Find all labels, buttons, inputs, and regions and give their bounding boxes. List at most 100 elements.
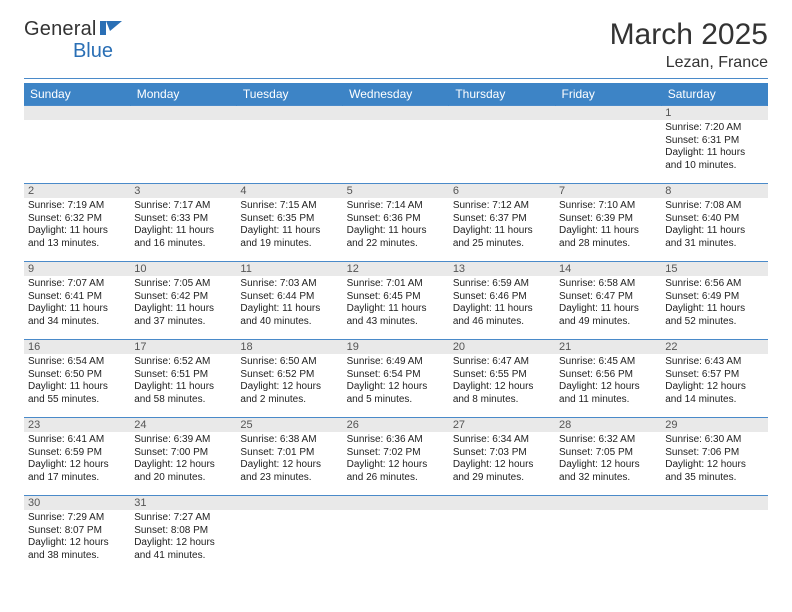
- empty-cell: [661, 496, 767, 574]
- day-number: 23: [24, 418, 130, 432]
- day-number: 13: [449, 262, 555, 276]
- daylight-text: Daylight: 11 hours and 34 minutes.: [28, 303, 126, 328]
- day-cell: 12Sunrise: 7:01 AMSunset: 6:45 PMDayligh…: [343, 262, 449, 340]
- day-number: [130, 106, 236, 120]
- sunrise-text: Sunrise: 7:20 AM: [665, 122, 763, 135]
- sunset-text: Sunset: 7:00 PM: [134, 447, 232, 460]
- empty-cell: [555, 496, 661, 574]
- sunrise-text: Sunrise: 7:05 AM: [134, 278, 232, 291]
- sunset-text: Sunset: 8:08 PM: [134, 525, 232, 538]
- daylight-text: Daylight: 12 hours and 2 minutes.: [240, 381, 338, 406]
- daylight-text: Daylight: 11 hours and 52 minutes.: [665, 303, 763, 328]
- day-info: Sunrise: 7:08 AMSunset: 6:40 PMDaylight:…: [665, 200, 763, 250]
- calendar-row: 23Sunrise: 6:41 AMSunset: 6:59 PMDayligh…: [24, 418, 768, 496]
- day-info: Sunrise: 7:05 AMSunset: 6:42 PMDaylight:…: [134, 278, 232, 328]
- day-info: Sunrise: 7:15 AMSunset: 6:35 PMDaylight:…: [240, 200, 338, 250]
- day-number: [661, 496, 767, 510]
- day-number: 4: [236, 184, 342, 198]
- day-info: Sunrise: 7:01 AMSunset: 6:45 PMDaylight:…: [347, 278, 445, 328]
- daylight-text: Daylight: 12 hours and 14 minutes.: [665, 381, 763, 406]
- sunset-text: Sunset: 6:45 PM: [347, 291, 445, 304]
- day-cell: 29Sunrise: 6:30 AMSunset: 7:06 PMDayligh…: [661, 418, 767, 496]
- calendar-row: 16Sunrise: 6:54 AMSunset: 6:50 PMDayligh…: [24, 340, 768, 418]
- day-number: 5: [343, 184, 449, 198]
- sunrise-text: Sunrise: 7:14 AM: [347, 200, 445, 213]
- day-number: 25: [236, 418, 342, 432]
- calendar-row: 30Sunrise: 7:29 AMSunset: 8:07 PMDayligh…: [24, 496, 768, 574]
- sunrise-text: Sunrise: 6:47 AM: [453, 356, 551, 369]
- day-info: Sunrise: 6:58 AMSunset: 6:47 PMDaylight:…: [559, 278, 657, 328]
- day-cell: 28Sunrise: 6:32 AMSunset: 7:05 PMDayligh…: [555, 418, 661, 496]
- day-number: 3: [130, 184, 236, 198]
- daylight-text: Daylight: 11 hours and 25 minutes.: [453, 225, 551, 250]
- sunrise-text: Sunrise: 6:36 AM: [347, 434, 445, 447]
- day-number: 21: [555, 340, 661, 354]
- divider: [24, 78, 768, 79]
- sunrise-text: Sunrise: 6:30 AM: [665, 434, 763, 447]
- calendar-head: Sunday Monday Tuesday Wednesday Thursday…: [24, 83, 768, 106]
- calendar-row: 9Sunrise: 7:07 AMSunset: 6:41 PMDaylight…: [24, 262, 768, 340]
- sunset-text: Sunset: 6:51 PM: [134, 369, 232, 382]
- calendar-table: Sunday Monday Tuesday Wednesday Thursday…: [24, 83, 768, 574]
- day-number: 8: [661, 184, 767, 198]
- sunrise-text: Sunrise: 6:43 AM: [665, 356, 763, 369]
- day-cell: 5 Sunrise: 7:14 AMSunset: 6:36 PMDaylight…: [343, 184, 449, 262]
- sunrise-text: Sunrise: 7:07 AM: [28, 278, 126, 291]
- empty-cell: [343, 496, 449, 574]
- day-cell: 11Sunrise: 7:03 AMSunset: 6:44 PMDayligh…: [236, 262, 342, 340]
- sunset-text: Sunset: 6:55 PM: [453, 369, 551, 382]
- daylight-text: Daylight: 12 hours and 26 minutes.: [347, 459, 445, 484]
- day-cell: 7Sunrise: 7:10 AMSunset: 6:39 PMDaylight…: [555, 184, 661, 262]
- day-info: Sunrise: 6:56 AMSunset: 6:49 PMDaylight:…: [665, 278, 763, 328]
- sunset-text: Sunset: 7:06 PM: [665, 447, 763, 460]
- sunrise-text: Sunrise: 6:45 AM: [559, 356, 657, 369]
- day-cell: 21Sunrise: 6:45 AMSunset: 6:56 PMDayligh…: [555, 340, 661, 418]
- daylight-text: Daylight: 11 hours and 28 minutes.: [559, 225, 657, 250]
- sunset-text: Sunset: 6:50 PM: [28, 369, 126, 382]
- daylight-text: Daylight: 11 hours and 40 minutes.: [240, 303, 338, 328]
- sunrise-text: Sunrise: 7:29 AM: [28, 512, 126, 525]
- daylight-text: Daylight: 11 hours and 22 minutes.: [347, 225, 445, 250]
- sunrise-text: Sunrise: 7:10 AM: [559, 200, 657, 213]
- day-info: Sunrise: 7:27 AMSunset: 8:08 PMDaylight:…: [134, 512, 232, 562]
- sunset-text: Sunset: 6:31 PM: [665, 135, 763, 148]
- day-cell: 25 Sunrise: 6:38 AMSunset: 7:01 PMDayligh…: [236, 418, 342, 496]
- day-cell: 31 Sunrise: 7:27 AMSunset: 8:08 PMDayligh…: [130, 496, 236, 574]
- sunrise-text: Sunrise: 6:56 AM: [665, 278, 763, 291]
- daylight-text: Daylight: 12 hours and 35 minutes.: [665, 459, 763, 484]
- sunrise-text: Sunrise: 7:12 AM: [453, 200, 551, 213]
- day-number: 17: [130, 340, 236, 354]
- weekday-header: Wednesday: [343, 83, 449, 106]
- day-number: 1: [661, 106, 767, 120]
- day-number: [449, 106, 555, 120]
- day-number: 22: [661, 340, 767, 354]
- sunrise-text: Sunrise: 7:17 AM: [134, 200, 232, 213]
- day-info: Sunrise: 7:19 AMSunset: 6:32 PMDaylight:…: [28, 200, 126, 250]
- day-number: [343, 106, 449, 120]
- calendar-body: 1 Sunrise: 7:20 AMSunset: 6:31 PM Daylight…: [24, 106, 768, 574]
- sunset-text: Sunset: 7:05 PM: [559, 447, 657, 460]
- title-block: March 2025 Lezan, France: [610, 18, 768, 72]
- daylight-text: Daylight: 11 hours and 16 minutes.: [134, 225, 232, 250]
- day-info: Sunrise: 6:30 AMSunset: 7:06 PMDaylight:…: [665, 434, 763, 484]
- sunrise-text: Sunrise: 6:54 AM: [28, 356, 126, 369]
- day-cell: 18Sunrise: 6:50 AMSunset: 6:52 PMDayligh…: [236, 340, 342, 418]
- sunrise-text: Sunrise: 6:39 AM: [134, 434, 232, 447]
- day-number: [24, 106, 130, 120]
- day-cell: 6Sunrise: 7:12 AMSunset: 6:37 PMDaylight…: [449, 184, 555, 262]
- calendar-row: 2Sunrise: 7:19 AMSunset: 6:32 PMDaylight…: [24, 184, 768, 262]
- day-number: 9: [24, 262, 130, 276]
- empty-cell: [130, 106, 236, 184]
- day-number: 14: [555, 262, 661, 276]
- sunrise-text: Sunrise: 6:58 AM: [559, 278, 657, 291]
- day-info: Sunrise: 6:38 AMSunset: 7:01 PMDaylight:…: [240, 434, 338, 484]
- day-cell: 2Sunrise: 7:19 AMSunset: 6:32 PMDaylight…: [24, 184, 130, 262]
- sunset-text: Sunset: 6:36 PM: [347, 213, 445, 226]
- day-number: 31: [130, 496, 236, 510]
- day-number: 20: [449, 340, 555, 354]
- day-info: Sunrise: 7:29 AMSunset: 8:07 PMDaylight:…: [28, 512, 126, 562]
- brand-part1: General: [24, 18, 97, 41]
- day-number: 6: [449, 184, 555, 198]
- day-cell: 10Sunrise: 7:05 AMSunset: 6:42 PMDayligh…: [130, 262, 236, 340]
- day-info: Sunrise: 6:52 AMSunset: 6:51 PMDaylight:…: [134, 356, 232, 406]
